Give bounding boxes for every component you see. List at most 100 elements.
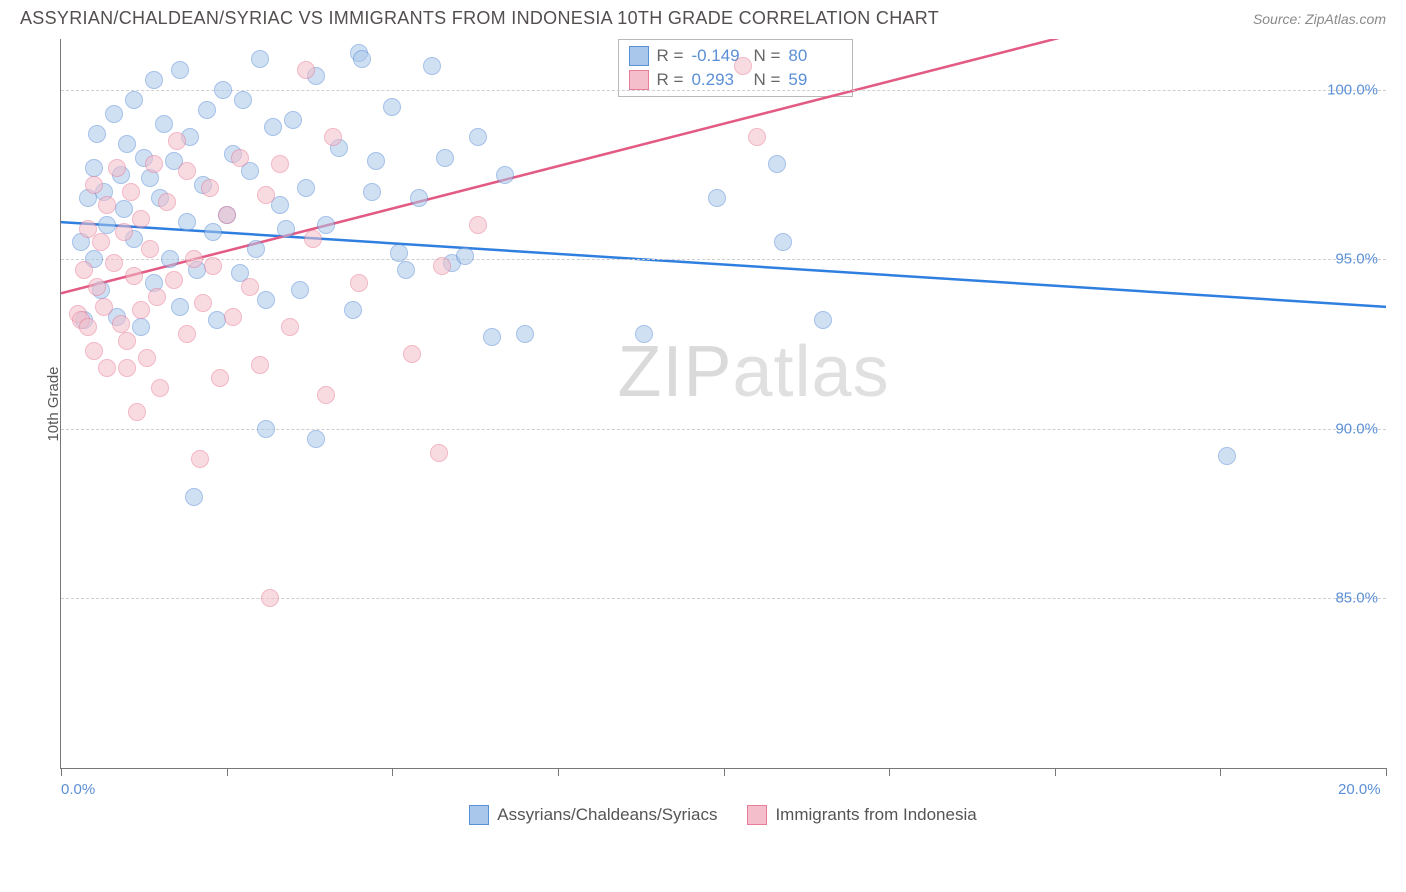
x-tick-label: 20.0%	[1338, 781, 1381, 798]
data-point	[224, 308, 242, 326]
data-point	[145, 71, 163, 89]
data-point	[234, 91, 252, 109]
data-point	[185, 488, 203, 506]
data-point	[814, 311, 832, 329]
data-point	[118, 135, 136, 153]
data-point	[95, 298, 113, 316]
data-point	[635, 325, 653, 343]
data-point	[456, 247, 474, 265]
legend-label: Immigrants from Indonesia	[775, 805, 976, 825]
data-point	[132, 318, 150, 336]
data-point	[734, 57, 752, 75]
stat-n-label: N =	[753, 44, 780, 68]
chart-container: 10th Grade ZIPatlas R =-0.149N =80R =0.2…	[60, 39, 1386, 829]
data-point	[324, 128, 342, 146]
stat-r-label: R =	[657, 68, 684, 92]
data-point	[281, 318, 299, 336]
data-point	[148, 288, 166, 306]
legend-swatch	[629, 70, 649, 90]
data-point	[132, 210, 150, 228]
data-point	[363, 183, 381, 201]
data-point	[496, 166, 514, 184]
y-axis-label: 10th Grade	[45, 366, 62, 441]
data-point	[145, 155, 163, 173]
legend-swatch	[747, 805, 767, 825]
data-point	[125, 267, 143, 285]
y-tick-label: 95.0%	[1335, 251, 1378, 268]
data-point	[132, 301, 150, 319]
data-point	[350, 274, 368, 292]
data-point	[151, 379, 169, 397]
x-tick	[1220, 768, 1221, 776]
legend: Assyrians/Chaldeans/Syriacs Immigrants fr…	[60, 805, 1386, 829]
data-point	[85, 176, 103, 194]
data-point	[204, 223, 222, 241]
legend-label: Assyrians/Chaldeans/Syriacs	[497, 805, 717, 825]
data-point	[125, 91, 143, 109]
data-point	[178, 213, 196, 231]
data-point	[118, 359, 136, 377]
data-point	[201, 179, 219, 197]
data-point	[115, 223, 133, 241]
data-point	[1218, 447, 1236, 465]
data-point	[257, 291, 275, 309]
data-point	[98, 359, 116, 377]
stat-n-value: 80	[788, 44, 842, 68]
data-point	[304, 230, 322, 248]
legend-item: Assyrians/Chaldeans/Syriacs	[469, 805, 717, 825]
stat-n-value: 59	[788, 68, 842, 92]
data-point	[410, 189, 428, 207]
data-point	[317, 386, 335, 404]
data-point	[247, 240, 265, 258]
x-tick	[1055, 768, 1056, 776]
data-point	[297, 179, 315, 197]
data-point	[75, 261, 93, 279]
x-tick	[392, 768, 393, 776]
data-point	[297, 61, 315, 79]
data-point	[85, 159, 103, 177]
gridline-h	[61, 259, 1386, 260]
data-point	[118, 332, 136, 350]
data-point	[344, 301, 362, 319]
data-point	[261, 589, 279, 607]
data-point	[178, 325, 196, 343]
source-attribution: Source: ZipAtlas.com	[1253, 11, 1386, 27]
data-point	[516, 325, 534, 343]
data-point	[155, 115, 173, 133]
legend-swatch	[469, 805, 489, 825]
data-point	[241, 278, 259, 296]
data-point	[141, 240, 159, 258]
data-point	[436, 149, 454, 167]
data-point	[231, 149, 249, 167]
data-point	[128, 403, 146, 421]
x-tick-label: 0.0%	[61, 781, 95, 798]
data-point	[88, 125, 106, 143]
data-point	[105, 254, 123, 272]
data-point	[218, 206, 236, 224]
data-point	[108, 159, 126, 177]
data-point	[469, 216, 487, 234]
data-point	[138, 349, 156, 367]
y-tick-label: 100.0%	[1327, 81, 1378, 98]
watermark: ZIPatlas	[618, 331, 890, 413]
chart-title: ASSYRIAN/CHALDEAN/SYRIAC VS IMMIGRANTS F…	[20, 8, 939, 29]
gridline-h	[61, 90, 1386, 91]
data-point	[317, 216, 335, 234]
data-point	[171, 61, 189, 79]
data-point	[191, 450, 209, 468]
data-point	[198, 101, 216, 119]
data-point	[115, 200, 133, 218]
data-point	[98, 216, 116, 234]
data-point	[88, 278, 106, 296]
data-point	[708, 189, 726, 207]
data-point	[483, 328, 501, 346]
y-tick-label: 85.0%	[1335, 590, 1378, 607]
data-point	[430, 444, 448, 462]
trend-lines	[61, 39, 1386, 768]
data-point	[251, 50, 269, 68]
x-tick	[227, 768, 228, 776]
data-point	[79, 318, 97, 336]
data-point	[105, 105, 123, 123]
x-tick	[1386, 768, 1387, 776]
data-point	[257, 420, 275, 438]
